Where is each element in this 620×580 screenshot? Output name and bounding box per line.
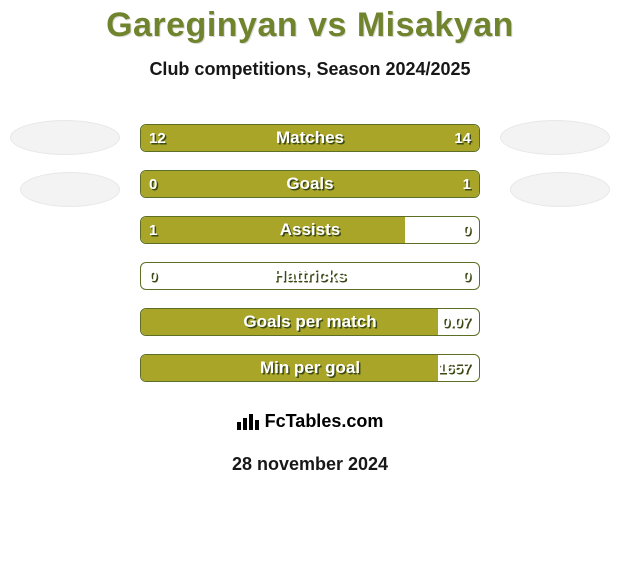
stat-bar-row: 0 0Hattricks — [140, 262, 480, 290]
stat-value-left: 0 — [149, 263, 157, 289]
stat-bar-fill-left — [141, 217, 405, 243]
stat-bar-row: 0.07Goals per match — [140, 308, 480, 336]
brand-box: FcTables.com — [210, 396, 410, 446]
stat-bar-fill-left — [141, 309, 438, 335]
footer-date: 28 november 2024 — [0, 454, 620, 475]
page-subtitle: Club competitions, Season 2024/2025 — [0, 59, 620, 80]
brand-text: FcTables.com — [265, 411, 384, 432]
stat-bar-fill-right — [297, 125, 479, 151]
stat-label: Hattricks — [141, 263, 479, 289]
page-title: Gareginyan vs Misakyan — [0, 0, 620, 45]
comparison-infographic: Gareginyan vs Misakyan Club competitions… — [0, 0, 620, 580]
player-right-badge-1 — [500, 120, 610, 155]
stat-bar-fill-right — [202, 171, 479, 197]
stat-bar-row: 1657Min per goal — [140, 354, 480, 382]
stat-value-left: 1 — [149, 217, 157, 243]
player-left-badge-1 — [10, 120, 120, 155]
stat-value-right: 0 — [463, 217, 471, 243]
player-left-badge-2 — [20, 172, 120, 207]
stat-bar-row: 10Assists — [140, 216, 480, 244]
stat-bars: 1214Matches01Goals10Assists00Hattricks0.… — [140, 124, 480, 400]
stat-value-left: 12 — [149, 125, 166, 151]
bar-chart-icon — [237, 412, 259, 430]
stat-bar-row: 1214Matches — [140, 124, 480, 152]
stat-value-right: 1 — [463, 171, 471, 197]
stat-bar-row: 01Goals — [140, 170, 480, 198]
stat-value-right: 14 — [454, 125, 471, 151]
stat-bar-fill-left — [141, 355, 438, 381]
stat-value-right: 0 — [463, 263, 471, 289]
stat-value-left: 0 — [149, 171, 157, 197]
stat-value-right: 0.07 — [442, 309, 471, 335]
player-right-badge-2 — [510, 172, 610, 207]
stat-value-right: 1657 — [438, 355, 471, 381]
